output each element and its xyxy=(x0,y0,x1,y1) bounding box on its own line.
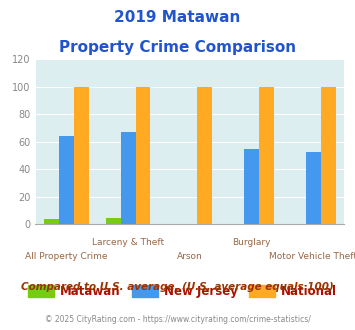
Text: Larceny & Theft: Larceny & Theft xyxy=(92,238,164,247)
Bar xyxy=(259,87,274,224)
Text: Compared to U.S. average. (U.S. average equals 100): Compared to U.S. average. (U.S. average … xyxy=(21,282,334,292)
Bar xyxy=(106,217,121,224)
Bar xyxy=(306,151,321,224)
Text: 2019 Matawan: 2019 Matawan xyxy=(114,10,241,25)
Text: Motor Vehicle Theft: Motor Vehicle Theft xyxy=(269,252,355,261)
Text: © 2025 CityRating.com - https://www.cityrating.com/crime-statistics/: © 2025 CityRating.com - https://www.city… xyxy=(45,315,310,324)
Bar xyxy=(121,132,136,224)
Text: Arson: Arson xyxy=(177,252,203,261)
Bar xyxy=(197,87,212,224)
Bar xyxy=(136,87,151,224)
Bar xyxy=(244,149,259,224)
Text: All Property Crime: All Property Crime xyxy=(25,252,108,261)
Bar xyxy=(59,136,74,224)
Text: Burglary: Burglary xyxy=(233,238,271,247)
Bar xyxy=(74,87,89,224)
Bar xyxy=(321,87,336,224)
Legend: Matawan, New Jersey, National: Matawan, New Jersey, National xyxy=(23,280,342,302)
Text: Property Crime Comparison: Property Crime Comparison xyxy=(59,40,296,54)
Bar xyxy=(44,219,59,224)
